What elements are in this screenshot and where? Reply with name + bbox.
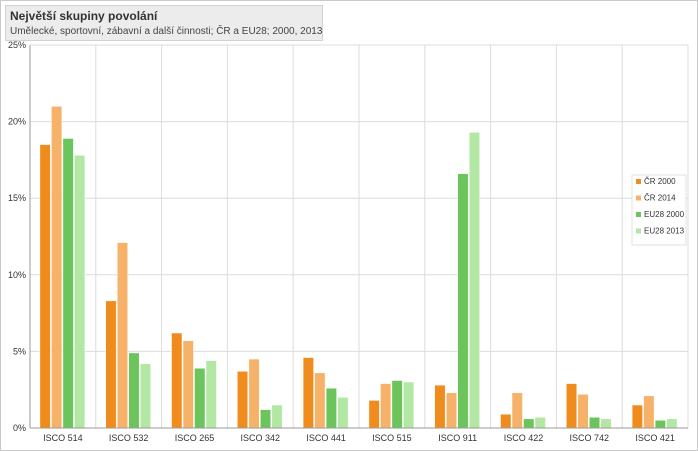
- y-tick-label: 20%: [8, 117, 26, 127]
- title-box: Největší skupiny povolání Umělecké, spor…: [5, 5, 323, 41]
- bar: [237, 371, 249, 429]
- bar: [511, 392, 523, 429]
- x-tick-label: ISCO 514: [43, 433, 83, 443]
- y-tick-label: 15%: [8, 193, 26, 203]
- bar: [380, 383, 392, 429]
- legend-label: ČR 2000: [644, 177, 676, 186]
- bar: [457, 173, 469, 429]
- y-tick-label: 10%: [8, 270, 26, 280]
- bar: [39, 144, 51, 429]
- bar: [182, 340, 194, 429]
- bar: [62, 138, 74, 429]
- bar: [445, 392, 457, 429]
- x-tick-label: ISCO 515: [372, 433, 412, 443]
- legend-swatch: [636, 195, 641, 201]
- bar: [403, 381, 415, 429]
- x-tick-label: ISCO 342: [241, 433, 281, 443]
- bar: [248, 358, 260, 429]
- bar: [128, 352, 140, 429]
- bar: [534, 417, 546, 429]
- bar: [643, 395, 655, 429]
- bar: [116, 242, 128, 429]
- bar: [368, 400, 380, 429]
- x-tick-label: ISCO 422: [504, 433, 544, 443]
- bar: [434, 384, 446, 429]
- bar: [171, 332, 183, 429]
- bar: [566, 383, 578, 429]
- legend-label: ČR 2014: [644, 194, 676, 203]
- x-tick-label: ISCO 265: [175, 433, 215, 443]
- chart-subtitle: Umělecké, sportovní, zábavní a další čin…: [10, 26, 323, 37]
- bar: [74, 155, 86, 429]
- bar: [523, 418, 535, 429]
- bar: [314, 372, 326, 429]
- y-tick-label: 25%: [8, 40, 26, 50]
- x-tick-label: ISCO 421: [635, 433, 675, 443]
- chart-title: Největší skupiny povolání: [10, 9, 158, 23]
- bar: [139, 363, 151, 429]
- bar: [105, 300, 117, 429]
- x-tick-label: ISCO 911: [438, 433, 477, 443]
- bar: [654, 420, 666, 429]
- bar: [260, 409, 272, 429]
- legend-label: EU28 2013: [644, 227, 685, 236]
- x-tick-label: ISCO 532: [109, 433, 149, 443]
- bar: [631, 404, 643, 429]
- bar: [468, 132, 480, 429]
- legend-swatch: [636, 179, 641, 184]
- bar: [589, 417, 601, 429]
- bar: [500, 413, 512, 429]
- bar: [51, 106, 63, 429]
- bar: [600, 418, 612, 429]
- bar: [577, 394, 589, 429]
- x-tick-label: ISCO 742: [570, 433, 610, 443]
- bar: [205, 360, 217, 429]
- bar: [325, 387, 337, 429]
- bar: [302, 357, 314, 429]
- y-tick-label: 5%: [13, 346, 26, 356]
- legend-swatch: [636, 212, 641, 217]
- bar: [666, 418, 678, 429]
- bar: [391, 380, 403, 429]
- x-tick-label: ISCO 441: [306, 433, 346, 443]
- legend-label: EU28 2000: [644, 210, 685, 219]
- bar: [194, 368, 206, 429]
- bar: [271, 404, 283, 429]
- y-tick-label: 0%: [13, 423, 26, 433]
- legend-swatch: [636, 228, 641, 234]
- bar: [337, 397, 349, 429]
